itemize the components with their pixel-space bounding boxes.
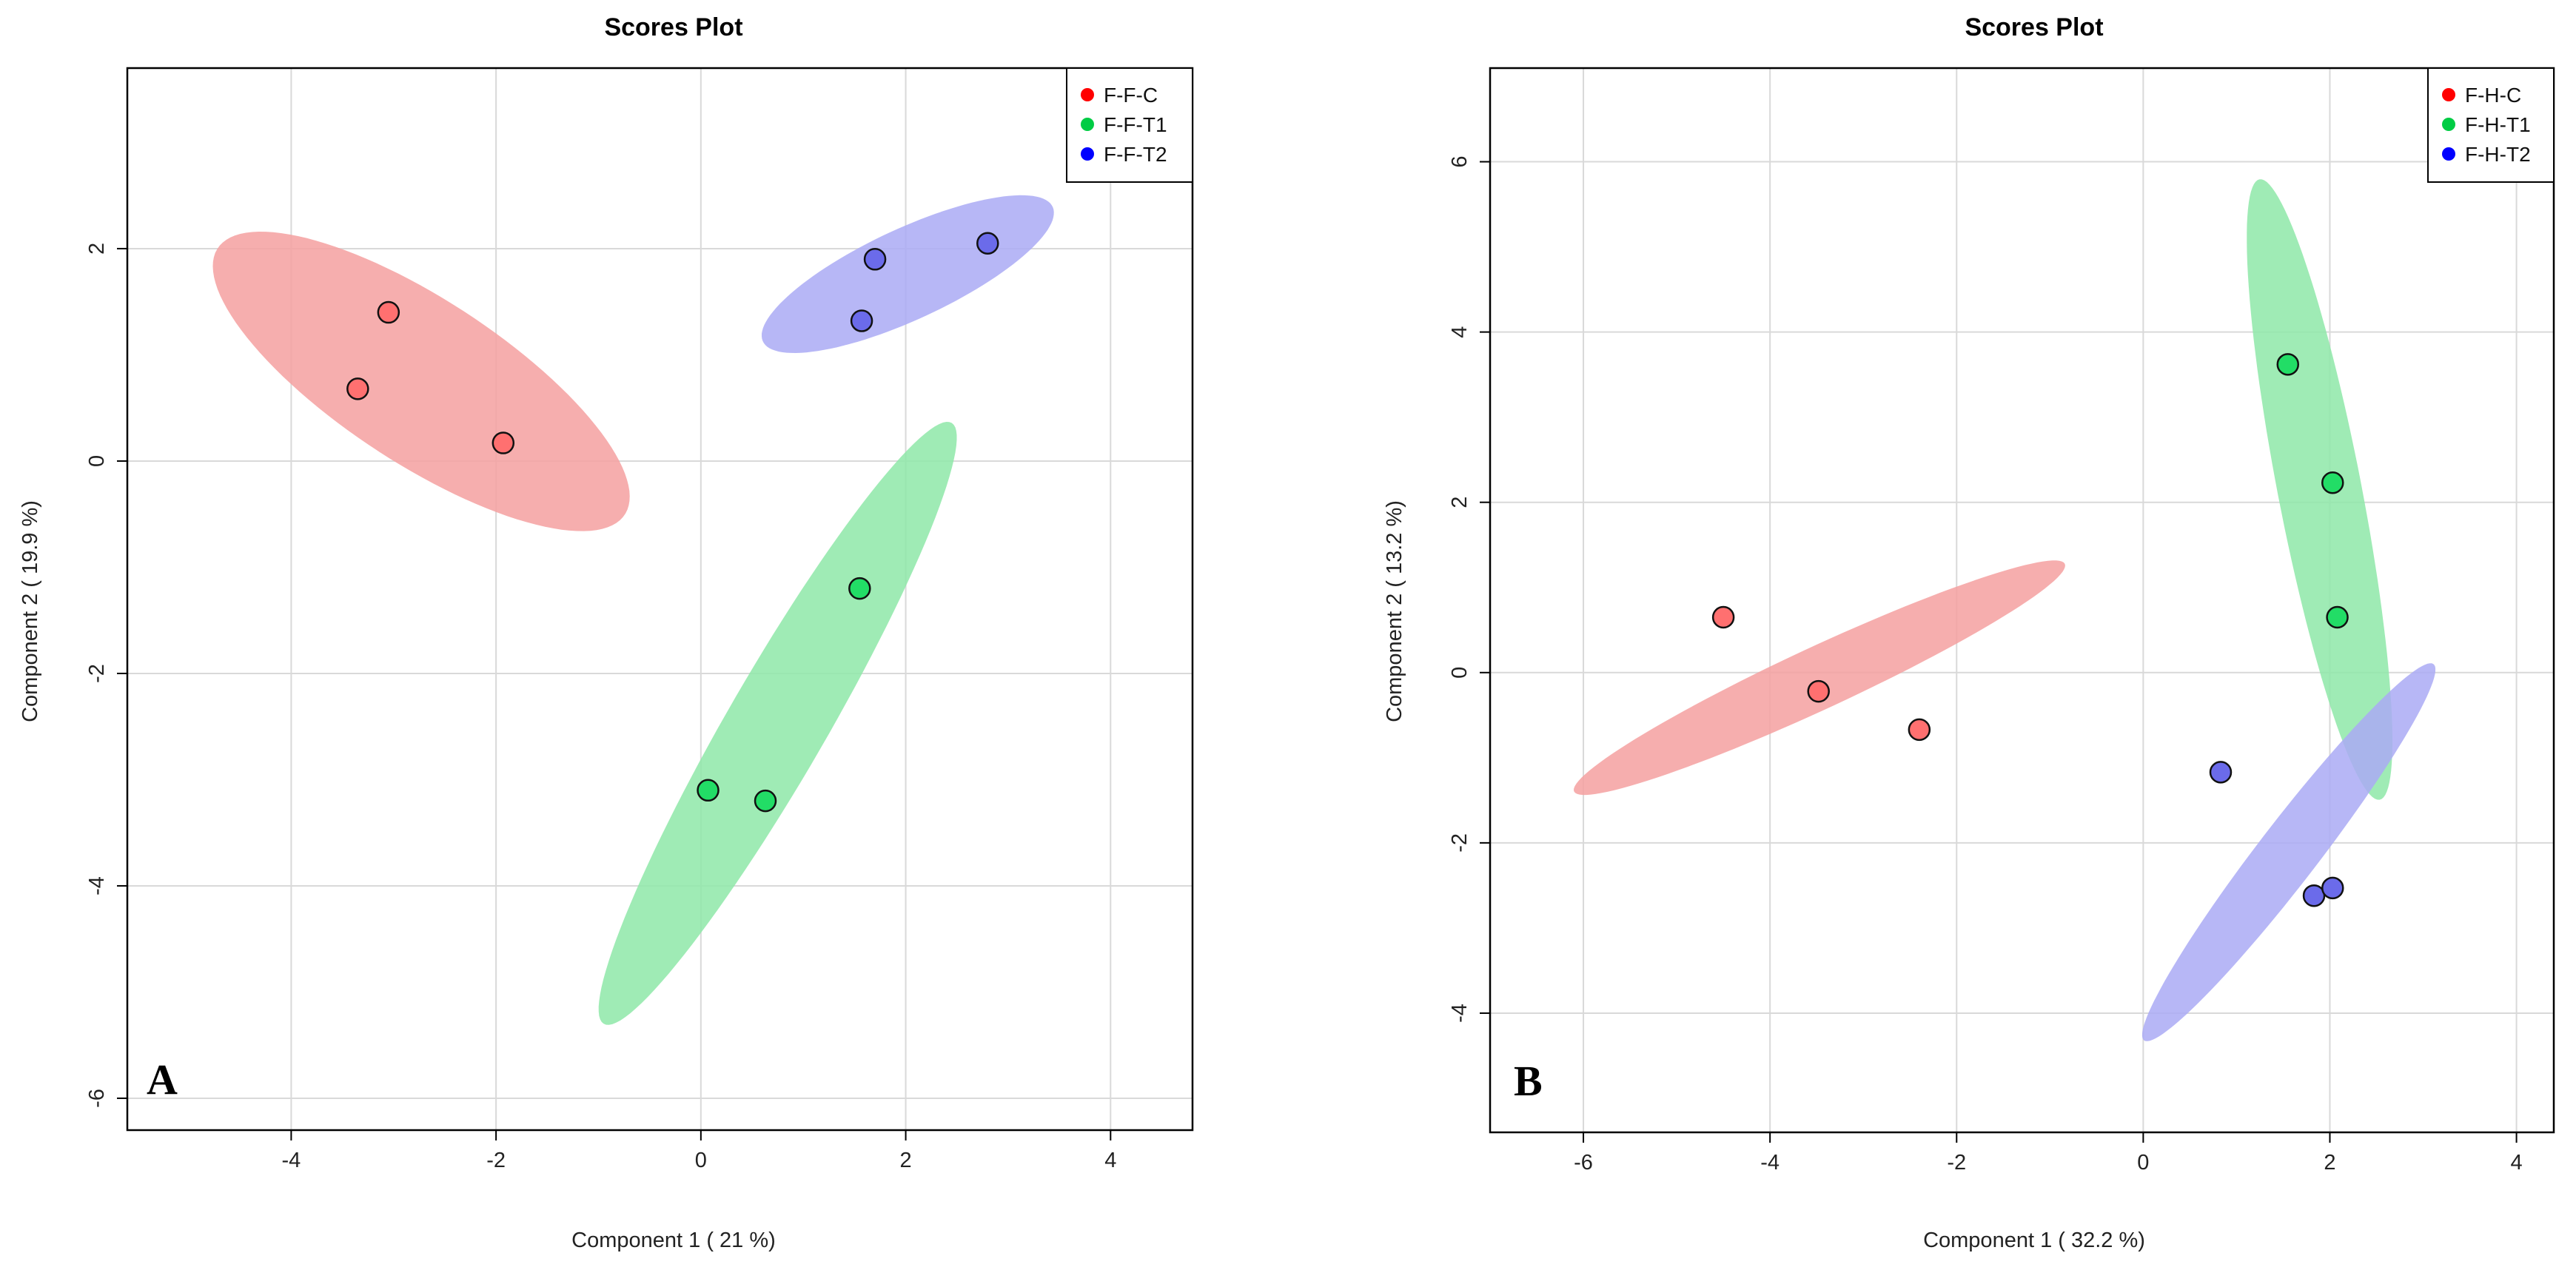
legend-label: F-H-C <box>2465 84 2521 107</box>
y-tick-label: -4 <box>85 876 109 896</box>
data-point-f-f-t1 <box>754 789 777 813</box>
data-point-f-f-t2 <box>850 309 873 332</box>
data-point-f-h-t1 <box>2326 605 2349 629</box>
y-tick-label: 2 <box>1448 497 1472 508</box>
legend-marker <box>1081 147 1094 161</box>
legend: F-F-C F-F-T1 F-F-T2 <box>1066 67 1193 183</box>
x-tick-label: 0 <box>695 1149 707 1172</box>
data-point-f-h-c <box>1908 718 1931 742</box>
legend-label: F-F-T1 <box>1104 113 1167 136</box>
y-tick-label: 0 <box>1448 667 1472 679</box>
data-point-f-f-c <box>492 431 515 454</box>
confidence-ellipse-f-h-c <box>1574 560 2065 796</box>
x-axis-label: Component 1 ( 21 %) <box>571 1229 776 1252</box>
confidence-ellipse-f-h-t2 <box>2141 663 2436 1041</box>
data-point-f-h-t2 <box>2302 884 2326 907</box>
x-tick-label: 2 <box>2324 1151 2335 1175</box>
x-tick-label: -2 <box>1947 1151 1966 1175</box>
legend-marker <box>1081 118 1094 131</box>
legend-label: F-F-C <box>1104 84 1158 107</box>
legend-marker <box>2442 118 2455 131</box>
data-point-f-f-t1 <box>697 779 720 802</box>
x-tick-label: 0 <box>2137 1151 2149 1175</box>
data-point-f-f-c <box>377 300 400 324</box>
x-tick-label: -6 <box>1574 1151 1593 1175</box>
panel-letter: B <box>1514 1057 1543 1105</box>
x-tick-label: 4 <box>2511 1151 2523 1175</box>
confidence-ellipse-f-f-t2 <box>762 195 1054 353</box>
plot-area: -6 -4 -2 0 2 4 -4 -2 0 2 4 6 F-H-C F-H-T1 F-H-T2 <box>1448 67 2555 1175</box>
data-point-f-h-t1 <box>2276 353 2299 376</box>
panel-letter: A <box>147 1055 178 1103</box>
x-tick-label: -4 <box>281 1149 301 1172</box>
data-point-f-f-t2 <box>863 248 887 271</box>
data-point-f-h-t1 <box>2321 471 2344 494</box>
y-axis-label: Component 2 ( 13.2 %) <box>1383 500 1406 722</box>
x-axis-label: Component 1 ( 32.2 %) <box>1923 1229 2145 1252</box>
data-point-f-h-c <box>1807 679 1830 703</box>
plot-frame <box>126 67 1194 1132</box>
y-tick-label: -4 <box>1448 1004 1472 1023</box>
y-tick-label: 6 <box>1448 155 1472 167</box>
y-tick-label: 0 <box>85 455 109 467</box>
y-tick-label: -6 <box>85 1089 109 1108</box>
y-tick-label: 2 <box>85 243 109 255</box>
confidence-ellipse-f-f-c <box>212 232 630 531</box>
confidence-ellipse-f-f-t1 <box>598 422 957 1025</box>
legend-label: F-F-T2 <box>1104 143 1167 166</box>
legend-marker <box>2442 88 2455 101</box>
legend-marker <box>2442 147 2455 161</box>
data-point-f-f-t1 <box>848 577 871 600</box>
y-tick-label: -2 <box>85 664 109 683</box>
y-tick-label: 4 <box>1448 326 1472 338</box>
plot-frame <box>1489 67 2555 1134</box>
chart-title: Scores Plot <box>1965 13 2103 41</box>
confidence-ellipse-f-h-t1 <box>2247 179 2392 800</box>
chart-title: Scores Plot <box>604 13 742 41</box>
data-point-f-h-t2 <box>2321 876 2344 900</box>
scores-plot-panel-a: Scores Plot Component 1 ( 21 %) Componen… <box>19 13 1194 1252</box>
legend-label: F-H-T1 <box>2465 113 2531 136</box>
data-point-f-h-t2 <box>2209 761 2233 784</box>
data-point-f-f-t2 <box>976 232 999 255</box>
scores-plot-panel-b: Scores Plot Component 1 ( 32.2 %) Compon… <box>1383 13 2555 1252</box>
legend-label: F-H-T2 <box>2465 143 2531 166</box>
plot-area: -4 -2 0 2 4 -6 -4 -2 0 2 F-F-C F-F-T1 F-F-T2 <box>85 67 1194 1172</box>
x-tick-label: -2 <box>486 1149 506 1172</box>
data-point-f-f-c <box>346 377 369 400</box>
y-axis-label: Component 2 ( 19.9 %) <box>19 500 42 722</box>
legend-marker <box>1081 88 1094 101</box>
x-tick-label: -4 <box>1760 1151 1780 1175</box>
legend: F-H-C F-H-T1 F-H-T2 <box>2427 67 2555 183</box>
x-tick-label: 2 <box>900 1149 912 1172</box>
data-point-f-h-c <box>1711 605 1735 629</box>
y-tick-label: -2 <box>1448 833 1472 853</box>
x-tick-label: 4 <box>1104 1149 1116 1172</box>
